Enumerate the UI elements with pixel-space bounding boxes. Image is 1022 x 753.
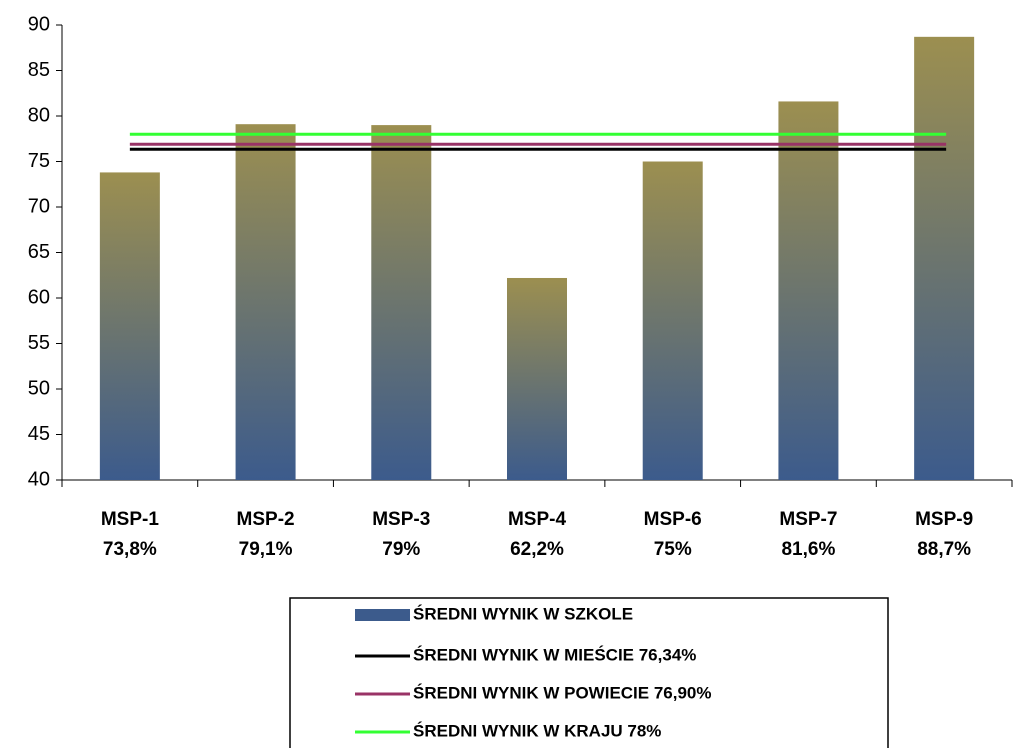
y-tick-label: 55 [28,332,50,354]
value-label: 75% [654,539,692,560]
x-tick-label: MSP-6 [644,509,702,530]
bar [235,124,296,480]
value-label: 88,7% [917,539,971,560]
y-tick-label: 70 [28,195,50,217]
bar [642,161,703,480]
y-tick-label: 85 [28,59,50,81]
x-tick-label: MSP-3 [372,509,430,530]
legend-label: ŚREDNI WYNIK W MIEŚCIE 76,34% [413,645,696,664]
legend-box [289,597,889,753]
bar [371,125,432,480]
legend-label: ŚREDNI WYNIK W POWIECIE 76,90% [413,683,712,702]
y-tick-label: 75 [28,150,50,172]
bar [507,277,567,480]
value-label: 79% [382,539,420,560]
y-tick-label: 80 [28,104,50,126]
legend-label: ŚREDNI WYNIK W KRAJU 78% [413,721,661,740]
value-label: 79,1% [239,539,293,560]
value-label: 73,8% [103,539,157,560]
y-tick-label: 90 [28,13,50,35]
x-tick-label: MSP-4 [508,509,567,530]
value-label: 62,2% [510,539,564,560]
x-tick-label: MSP-2 [237,509,295,530]
legend-swatch [355,609,410,621]
y-tick-label: 45 [28,423,50,445]
x-tick-label: MSP-1 [101,509,160,530]
bar [778,101,839,480]
x-tick-label: MSP-7 [779,509,837,530]
y-tick-label: 60 [28,286,50,308]
x-tick-label: MSP-9 [915,509,973,530]
y-tick-label: 65 [28,241,50,263]
y-tick-label: 40 [28,468,50,490]
value-label: 81,6% [781,539,835,560]
bar [914,36,975,481]
legend-label: ŚREDNI WYNIK W SZKOLE [413,604,633,623]
bar [99,172,160,481]
y-tick-label: 50 [28,377,50,399]
